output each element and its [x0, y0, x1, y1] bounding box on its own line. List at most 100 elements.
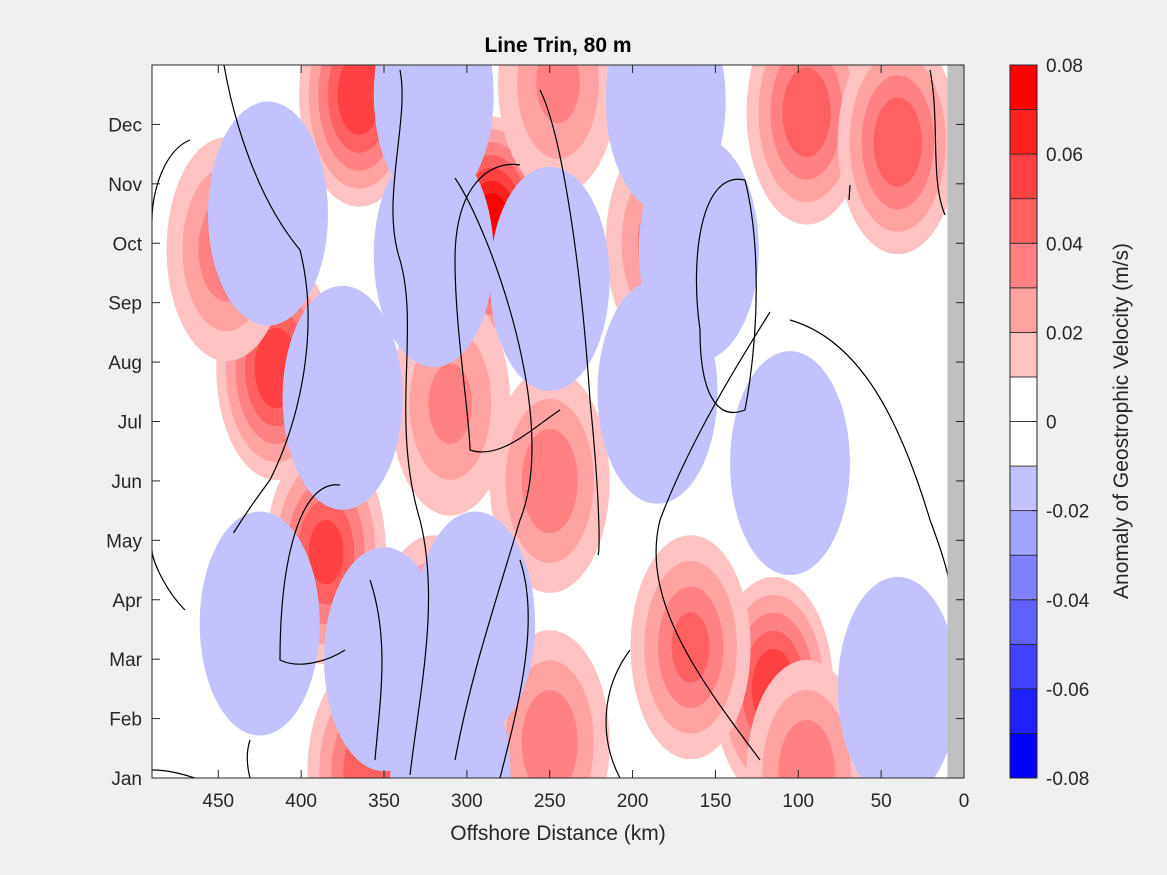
colorbar-band — [1009, 688, 1038, 734]
colorbar-tick-label: 0 — [1046, 413, 1057, 434]
colorbar-band — [1009, 64, 1038, 110]
colorbar: -0.08 -0.06 -0.04 -0.02 0 0.02 0.04 0.06 0.08 An… — [1009, 56, 1133, 790]
contour-feature — [324, 547, 444, 772]
contour-band — [199, 511, 320, 736]
contour-band — [324, 547, 444, 772]
y-axis: Jan Feb Mar Apr May Jun Jul Aug Sep Oct Nov Dec — [106, 115, 964, 790]
y-tick-label: May — [106, 531, 142, 552]
zero-contour — [223, 65, 309, 534]
contour-feature — [630, 535, 751, 760]
colorbar-band — [1009, 643, 1038, 690]
zero-contour — [789, 319, 949, 579]
contour-field — [166, 65, 958, 778]
zero-contour — [929, 69, 946, 216]
y-tick-label: Apr — [112, 591, 142, 612]
x-tick-label: 400 — [285, 791, 317, 812]
contour-feature — [837, 65, 958, 255]
colorbar-tick-label: 0.02 — [1046, 323, 1083, 344]
y-tick-label: Jan — [111, 769, 142, 790]
zero-contour — [454, 177, 533, 761]
contour-feature — [730, 351, 850, 576]
contour-band — [308, 520, 344, 585]
contour-feature — [208, 101, 328, 326]
y-tick-label: Aug — [108, 353, 142, 374]
contour-band — [521, 428, 578, 534]
zero-contour — [392, 69, 430, 776]
zero-contour — [369, 579, 383, 761]
contour-band — [489, 166, 610, 391]
contour-feature — [837, 576, 958, 778]
contour-band — [337, 65, 381, 135]
x-tick-label: 450 — [202, 791, 234, 812]
y-tick-label: Feb — [109, 710, 142, 731]
contour-band — [597, 279, 718, 504]
y-tick-label: Dec — [108, 115, 142, 136]
colorbar-band — [1009, 287, 1038, 333]
contour-band — [782, 67, 831, 158]
colorbar-band — [1009, 109, 1038, 155]
colorbar-bands — [1009, 64, 1038, 779]
x-tick-label: 150 — [700, 791, 732, 812]
colorbar-band — [1009, 198, 1038, 244]
zero-contour — [246, 649, 631, 778]
x-tick-label: 200 — [617, 791, 649, 812]
colorbar-band — [1009, 554, 1038, 601]
contour-band — [873, 97, 922, 187]
zero-contour — [655, 311, 771, 761]
y-tick-label: Oct — [112, 234, 142, 255]
colorbar-band — [1009, 242, 1038, 289]
y-tick-label: Nov — [108, 175, 142, 196]
plot-area — [151, 64, 965, 779]
colorbar-tick-label: 0.04 — [1046, 234, 1083, 255]
chart-title: Line Trin, 80 m — [484, 34, 631, 57]
colorbar-band — [1009, 153, 1038, 200]
contour-band — [730, 351, 850, 576]
contour-band — [778, 719, 835, 778]
x-tick-label: 50 — [871, 791, 892, 812]
y-tick-label: Jul — [118, 413, 142, 434]
x-tick-label: 300 — [451, 791, 483, 812]
contour-feature — [605, 65, 726, 213]
x-tick-label: 250 — [534, 791, 566, 812]
colorbar-tick-label: -0.02 — [1046, 502, 1089, 523]
contour-feature — [373, 143, 494, 368]
colorbar-ticks: -0.08 -0.06 -0.04 -0.02 0 0.02 0.04 0.06 0.08 — [1032, 56, 1090, 790]
colorbar-tick-label: -0.08 — [1046, 769, 1089, 790]
x-axis: 450 400 350 300 250 200 150 100 50 0 — [202, 65, 969, 812]
colorbar-tick-label: -0.04 — [1046, 591, 1090, 612]
colorbar-band — [1009, 331, 1038, 378]
colorbar-band — [1009, 599, 1038, 645]
colorbar-band — [1009, 510, 1038, 556]
y-tick-label: Sep — [108, 294, 142, 315]
contour-feature — [746, 660, 867, 778]
y-tick-label: Jun — [111, 472, 142, 493]
x-tick-label: 350 — [368, 791, 400, 812]
contour-band — [428, 363, 473, 444]
contour-band — [373, 143, 494, 368]
colorbar-tick-label: 0.06 — [1046, 145, 1083, 166]
zero-contour — [454, 163, 561, 453]
contour-feature — [489, 368, 610, 593]
colorbar-tick-label: -0.06 — [1046, 680, 1089, 701]
zero-contour-lines — [152, 65, 949, 778]
zero-contour — [539, 89, 600, 556]
colorbar-band — [1009, 421, 1038, 467]
colorbar-band — [1009, 465, 1038, 512]
contour-feature — [746, 65, 867, 225]
contour-feature — [199, 511, 320, 736]
colorbar-tick-label: 0.08 — [1046, 56, 1083, 77]
x-axis-label: Offshore Distance (km) — [450, 822, 666, 845]
x-tick-label: 0 — [959, 791, 970, 812]
contour-band — [605, 65, 726, 213]
contour-band — [671, 612, 710, 683]
x-tick-label: 100 — [782, 791, 814, 812]
contour-feature — [597, 279, 718, 504]
colorbar-label: Anomaly of Geostrophic Velocity (m/s) — [1110, 243, 1133, 599]
colorbar-band — [1009, 376, 1038, 422]
contour-band — [208, 101, 328, 326]
contour-feature — [282, 285, 403, 510]
y-tick-label: Mar — [109, 650, 142, 671]
contour-band — [282, 285, 403, 510]
zero-contour — [499, 559, 529, 778]
